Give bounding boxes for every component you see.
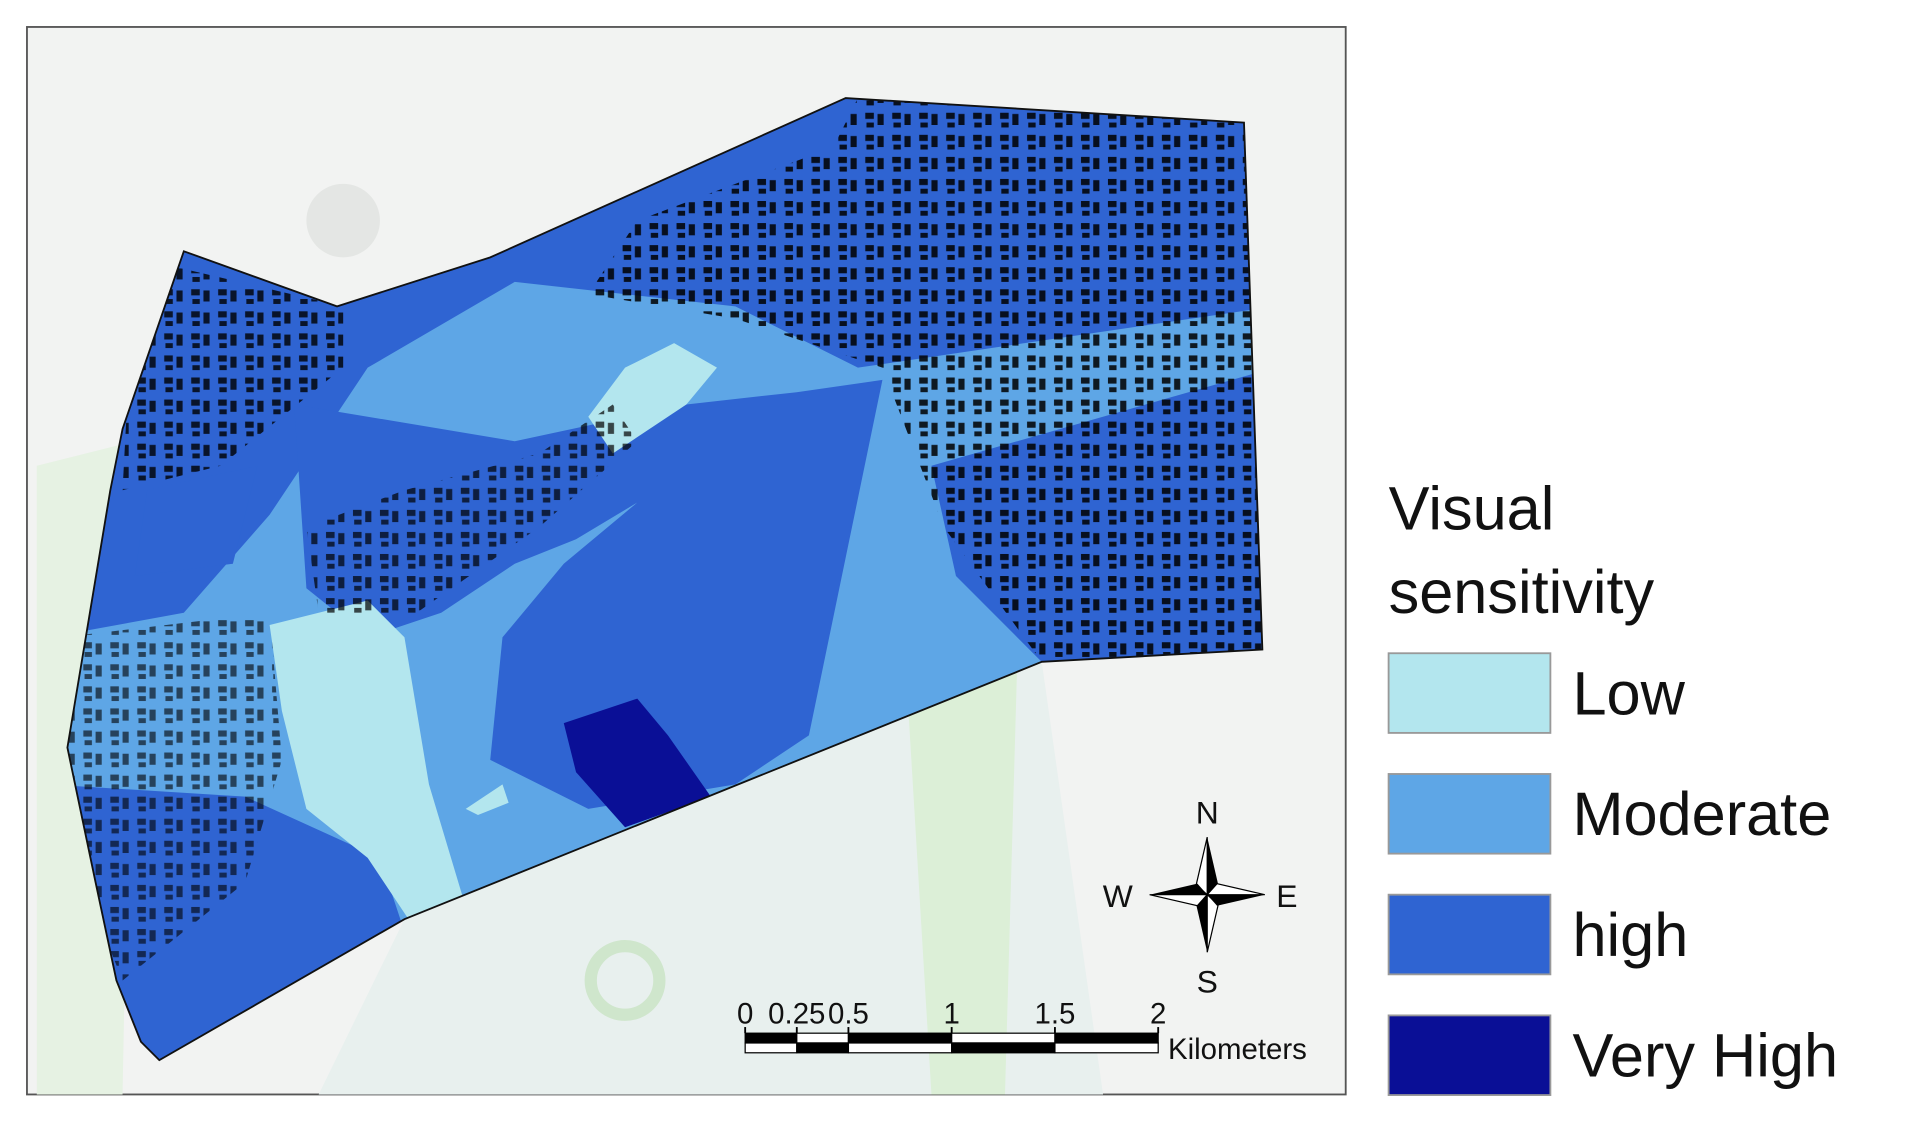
scale-segment — [951, 1042, 1056, 1054]
compass-north: N — [1196, 795, 1219, 831]
scale-segment — [847, 1042, 953, 1054]
legend-label: Very High — [1572, 1022, 1838, 1090]
scale-segment — [796, 1032, 850, 1044]
buildings — [122, 257, 344, 491]
scale-unit: Kilometers — [1168, 1033, 1307, 1066]
basemap-feature — [584, 940, 666, 1021]
scale-segment — [744, 1032, 798, 1044]
scale-segment — [796, 1042, 850, 1054]
basemap-lake — [318, 661, 1104, 1095]
scale-segment — [1054, 1032, 1159, 1044]
buildings — [67, 612, 282, 981]
compass-east: E — [1276, 878, 1297, 914]
legend-title: Visual — [1389, 474, 1555, 542]
compass: N S W E — [1103, 795, 1298, 1000]
basemap-feature — [306, 183, 380, 258]
zone-low — [465, 784, 509, 816]
scale-tick-label: 0.5 — [828, 997, 869, 1030]
zone-very-high — [563, 698, 711, 828]
legend: Visual sensitivity Low Moderate high Very Hig… — [1387, 474, 1838, 1096]
scale-tick-label: 1.5 — [1034, 997, 1075, 1030]
legend-title: sensitivity — [1389, 558, 1655, 626]
scale-segment — [744, 1042, 798, 1054]
buildings — [306, 404, 638, 613]
legend-swatch — [1387, 773, 1552, 855]
legend-swatch — [1387, 893, 1552, 976]
scale-segment — [951, 1032, 1056, 1044]
legend-label: Moderate — [1572, 780, 1831, 848]
scale-tick-label: 0.25 — [768, 997, 825, 1030]
map-group: N S W E Kilometers 0 0.25 0.5 1 1.5 2 Visual s… — [26, 26, 1838, 1096]
scale-bar: Kilometers 0 0.25 0.5 1 1.5 2 — [737, 997, 1307, 1066]
scale-tick-label: 0 — [737, 997, 753, 1030]
legend-swatch — [1387, 652, 1552, 734]
legend-swatch — [1387, 1014, 1552, 1096]
scale-segment — [847, 1032, 953, 1044]
zone-high — [134, 465, 258, 577]
buildings — [588, 98, 1263, 662]
scale-segment — [1054, 1042, 1159, 1054]
scale-tick-label: 1 — [943, 997, 959, 1030]
zone-low — [269, 600, 466, 932]
compass-south: S — [1197, 964, 1218, 1000]
study-boundary — [66, 97, 1264, 1062]
basemap-green — [906, 661, 1018, 1095]
compass-west: W — [1103, 878, 1133, 914]
legend-label: Low — [1572, 660, 1685, 728]
legend-label: high — [1572, 901, 1688, 969]
scale-tick-label: 2 — [1150, 997, 1166, 1030]
